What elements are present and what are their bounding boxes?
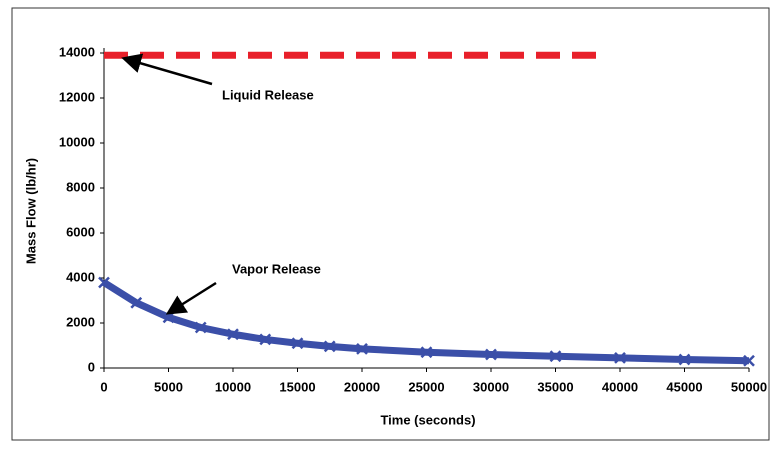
- y-tick-label: 12000: [59, 89, 95, 104]
- x-tick-label: 5000: [154, 379, 183, 394]
- x-tick-label: 30000: [473, 379, 509, 394]
- y-tick-label: 0: [88, 359, 95, 374]
- x-tick-label: 25000: [408, 379, 444, 394]
- point-marker: [323, 340, 336, 353]
- y-tick-label: 2000: [66, 314, 95, 329]
- annotation-arrow: [165, 281, 217, 315]
- y-axis-label: Mass Flow (lb/hr): [23, 158, 38, 264]
- point-marker: [356, 342, 368, 355]
- y-tick-label: 4000: [66, 269, 95, 284]
- x-tick-label: 35000: [537, 379, 573, 394]
- point-marker: [98, 276, 110, 289]
- annotation-arrow: [121, 53, 213, 86]
- x-axis-label: Time (seconds): [380, 412, 475, 427]
- x-tick-label: 50000: [731, 379, 767, 394]
- x-tick-label: 15000: [279, 379, 315, 394]
- point-marker: [743, 354, 755, 367]
- x-tick-label: 45000: [666, 379, 702, 394]
- x-tick-label: 40000: [602, 379, 638, 394]
- point-marker: [291, 337, 304, 350]
- y-tick-label: 6000: [66, 224, 95, 239]
- point-marker: [194, 321, 207, 334]
- point-marker: [130, 296, 143, 309]
- y-tick-label: 10000: [59, 134, 95, 149]
- x-tick-label: 10000: [215, 379, 251, 394]
- y-tick-label: 8000: [66, 179, 95, 194]
- x-tick-label: 20000: [344, 379, 380, 394]
- point-marker: [678, 353, 691, 366]
- point-marker: [420, 346, 433, 359]
- point-marker: [259, 333, 272, 346]
- point-marker: [614, 351, 626, 364]
- y-tick-label: 14000: [59, 44, 95, 59]
- point-marker: [549, 350, 562, 363]
- annotation: Liquid Release: [222, 87, 314, 102]
- chart-frame: [11, 7, 770, 441]
- point-marker: [227, 328, 239, 341]
- annotation: Vapor Release: [232, 261, 321, 276]
- point-marker: [485, 348, 497, 361]
- x-tick-label: 0: [100, 379, 107, 394]
